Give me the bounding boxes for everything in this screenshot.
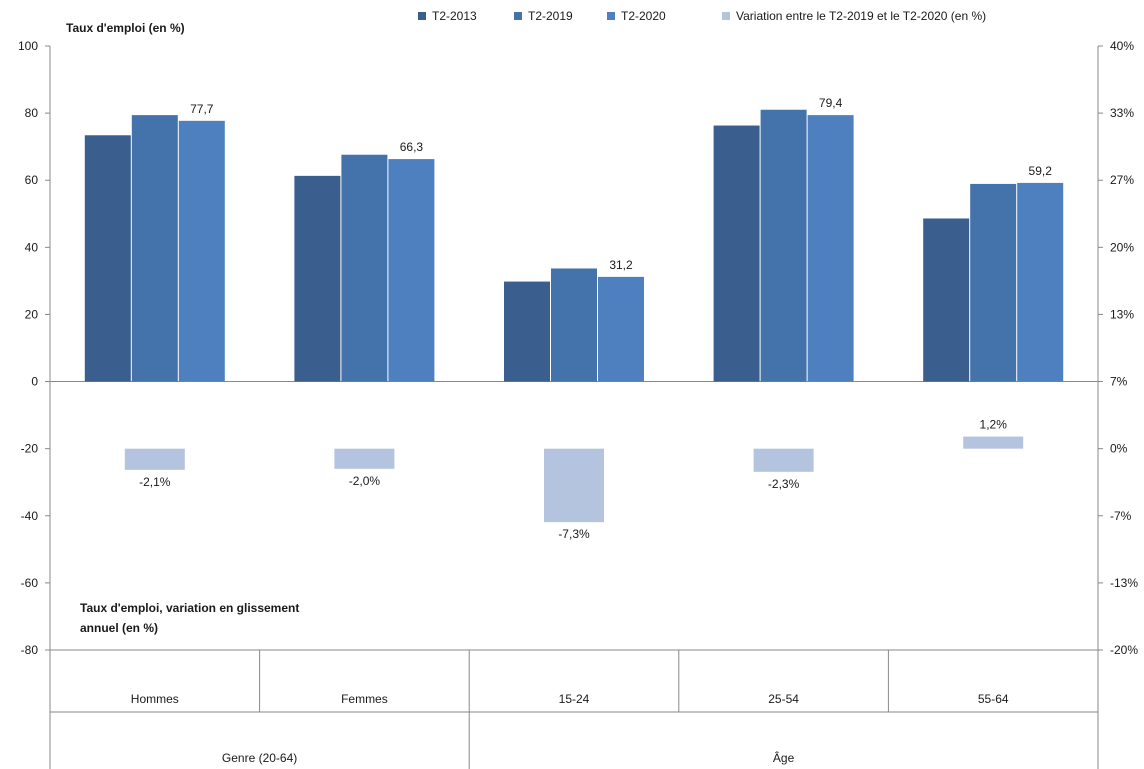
bar-T2-2019-25-54 [760,109,807,382]
variation-bar-15-24 [544,448,604,523]
category-label: 25-54 [768,692,799,706]
legend-swatch [722,12,730,20]
data-label: 79,4 [819,96,843,110]
data-label: 77,7 [190,102,214,116]
bars [84,109,1064,382]
category-label: 55-64 [978,692,1009,706]
category-label: Hommes [131,692,179,706]
right-axis-ticks: 40% 33% 27% 20% 13% 7% 0% -7% -13% -20% [1098,39,1138,657]
legend-label: T2-2020 [621,9,666,23]
category-axis: Hommes Femmes 15-24 25-54 55-64 Genre (20-64)… [50,649,1098,769]
group-label: Âge [773,750,795,765]
variation-label: -2,3% [768,477,800,491]
bar-T2-2020-Hommes [178,120,225,382]
bar-T2-2013-55-64 [923,218,970,382]
right-tick-label: 40% [1110,39,1134,53]
right-tick-label: 0% [1110,442,1128,456]
variation-bar-Femmes [334,448,395,469]
data-label: 59,2 [1029,164,1053,178]
left-tick-label: -40 [21,509,39,523]
legend-swatch [418,12,426,20]
data-label: 66,3 [400,140,424,154]
left-axis-title: Taux d'emploi (en %) [66,21,185,35]
variation-axis-title: Taux d'emploi, variation en glissement an… [80,601,299,635]
right-tick-label: 20% [1110,240,1134,254]
variation-bar-25-54 [753,448,814,472]
bar-T2-2013-15-24 [504,281,550,382]
variation-label: -2,0% [349,474,381,488]
right-tick-label: -13% [1110,576,1138,590]
legend-swatch [607,12,615,20]
group-label: Genre (20-64) [222,751,297,765]
data-labels: 77,7 66,3 31,2 79,4 59,2 [190,96,1052,272]
category-label: Femmes [341,692,388,706]
left-tick-label: 100 [18,39,38,53]
legend-label: Variation entre le T2-2019 et le T2-2020… [736,9,986,23]
legend-label: T2-2019 [528,9,573,23]
bar-T2-2013-Femmes [294,175,341,382]
left-axis-ticks: 100 80 60 40 20 0 -20 -40 -60 -80 [18,39,50,657]
left-tick-label: -80 [21,643,39,657]
bar-T2-2019-15-24 [551,268,597,382]
bar-T2-2019-55-64 [970,183,1017,382]
left-tick-label: 40 [25,240,39,254]
bar-T2-2013-25-54 [713,125,760,382]
left-tick-label: 80 [25,106,39,120]
right-tick-label: 13% [1110,307,1134,321]
left-tick-label: -60 [21,576,39,590]
left-tick-label: 20 [25,307,39,321]
right-tick-label: -20% [1110,643,1138,657]
variation-bar-Hommes [124,448,185,470]
legend-label: T2-2013 [432,9,477,23]
variation-label: -2,1% [139,475,171,489]
legend: T2-2013 T2-2019 T2-2020 Variation entre le … [418,9,986,23]
bar-T2-2020-25-54 [807,115,854,382]
variation-bars: -2,1% -2,0% -7,3% -2,3% 1,2% [124,418,1024,541]
variation-bar-55-64 [963,436,1024,449]
bar-T2-2020-15-24 [598,276,644,382]
right-tick-label: 27% [1110,173,1134,187]
left-tick-label: -20 [21,442,39,456]
data-label: 31,2 [609,258,633,272]
left-tick-label: 60 [25,173,39,187]
right-tick-label: -7% [1110,509,1132,523]
variation-label: -7,3% [558,527,590,541]
bar-T2-2019-Hommes [131,115,178,382]
category-label: 15-24 [559,692,590,706]
right-tick-label: 7% [1110,375,1128,389]
legend-swatch [514,12,522,20]
bar-T2-2020-Femmes [388,159,435,382]
left-tick-label: 0 [31,375,38,389]
right-tick-label: 33% [1110,106,1134,120]
variation-label: 1,2% [980,418,1008,432]
bar-T2-2013-Hommes [84,135,131,382]
bar-T2-2019-Femmes [341,154,388,382]
bar-T2-2020-55-64 [1017,182,1064,382]
